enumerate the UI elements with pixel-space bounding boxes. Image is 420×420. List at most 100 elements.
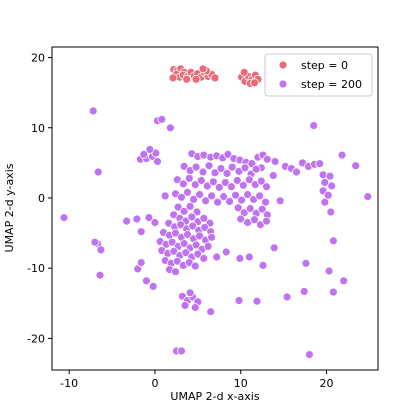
data-point (292, 167, 301, 177)
data-point (153, 157, 162, 166)
data-point (184, 173, 194, 183)
data-point (250, 78, 259, 88)
data-point (141, 276, 151, 286)
data-point (234, 296, 244, 305)
data-point (178, 179, 188, 189)
x-tick-label: 20 (320, 377, 334, 390)
data-point (183, 230, 192, 239)
data-point (206, 307, 216, 317)
data-point (261, 197, 271, 207)
y-tick-label: 10 (31, 122, 45, 135)
data-point (96, 245, 106, 255)
data-point (179, 206, 189, 216)
series-1 (59, 106, 373, 360)
data-point (262, 216, 271, 226)
legend-box (264, 53, 373, 97)
data-point (257, 204, 267, 214)
data-point (219, 192, 229, 202)
data-point (198, 64, 208, 74)
data-point (195, 190, 205, 199)
data-point (167, 237, 177, 247)
data-point (323, 190, 333, 200)
data-point (282, 292, 292, 302)
data-point (195, 231, 205, 241)
x-tick-label: 0 (151, 377, 158, 390)
data-point (132, 214, 142, 224)
x-tick-label: 10 (234, 377, 248, 390)
data-point (237, 195, 247, 205)
data-point (157, 114, 167, 124)
data-point (216, 164, 226, 173)
data-point (190, 303, 200, 312)
data-point (262, 154, 272, 164)
ticks-layer: -10 0 10 20 -20 -10 0 10 20 (27, 52, 333, 390)
data-point (325, 171, 335, 181)
data-point (238, 180, 248, 190)
data-point (210, 168, 220, 178)
data-point (363, 192, 373, 202)
data-point (90, 237, 100, 247)
data-point (245, 204, 255, 213)
data-point (204, 161, 214, 171)
y-tick-label: 0 (38, 192, 45, 205)
data-point (320, 178, 330, 187)
data-point (180, 300, 190, 310)
legend: step = 0 step = 200 (264, 53, 373, 97)
data-point (177, 192, 186, 202)
data-point (136, 227, 146, 237)
data-point (95, 270, 105, 280)
data-point (301, 258, 311, 268)
data-point (328, 287, 338, 297)
data-point (122, 216, 131, 226)
data-point (190, 261, 200, 271)
data-point (226, 182, 236, 192)
data-point (160, 191, 170, 201)
data-point (199, 213, 209, 223)
points-layer (59, 64, 373, 360)
data-point (221, 247, 231, 257)
x-axis-title: UMAP 2-d x-axis (170, 390, 259, 403)
data-point (236, 214, 246, 224)
data-point (214, 182, 224, 192)
data-point (172, 256, 182, 266)
data-point (203, 241, 213, 251)
data-point (145, 145, 155, 154)
data-point (136, 258, 146, 268)
x-tick-label: -10 (60, 377, 78, 390)
legend-marker-step-0 (278, 60, 288, 70)
data-point (213, 197, 223, 207)
data-point (244, 175, 254, 185)
data-point (199, 253, 209, 263)
data-point (208, 177, 218, 187)
data-point (173, 202, 183, 212)
data-point (258, 260, 268, 270)
data-point (188, 221, 198, 231)
data-point (262, 182, 271, 192)
data-point (328, 236, 338, 246)
data-point (177, 346, 186, 356)
data-point (165, 123, 175, 133)
data-point (320, 197, 330, 207)
data-point (171, 228, 180, 238)
data-point (256, 176, 266, 186)
data-point (200, 223, 210, 232)
data-point (88, 106, 98, 116)
data-point (185, 288, 195, 298)
data-point (244, 252, 254, 262)
legend-label-step-0: step = 0 (301, 59, 348, 72)
data-point (93, 167, 103, 177)
data-point (220, 178, 230, 187)
data-point (326, 207, 336, 217)
data-point (189, 194, 199, 204)
data-point (351, 161, 361, 171)
data-point (168, 73, 178, 83)
data-point (202, 181, 212, 191)
data-point (337, 150, 347, 160)
data-point (239, 67, 249, 77)
data-point (212, 252, 222, 262)
data-point (190, 180, 200, 190)
data-point (150, 218, 160, 227)
data-point (251, 164, 261, 174)
data-point (304, 350, 314, 360)
